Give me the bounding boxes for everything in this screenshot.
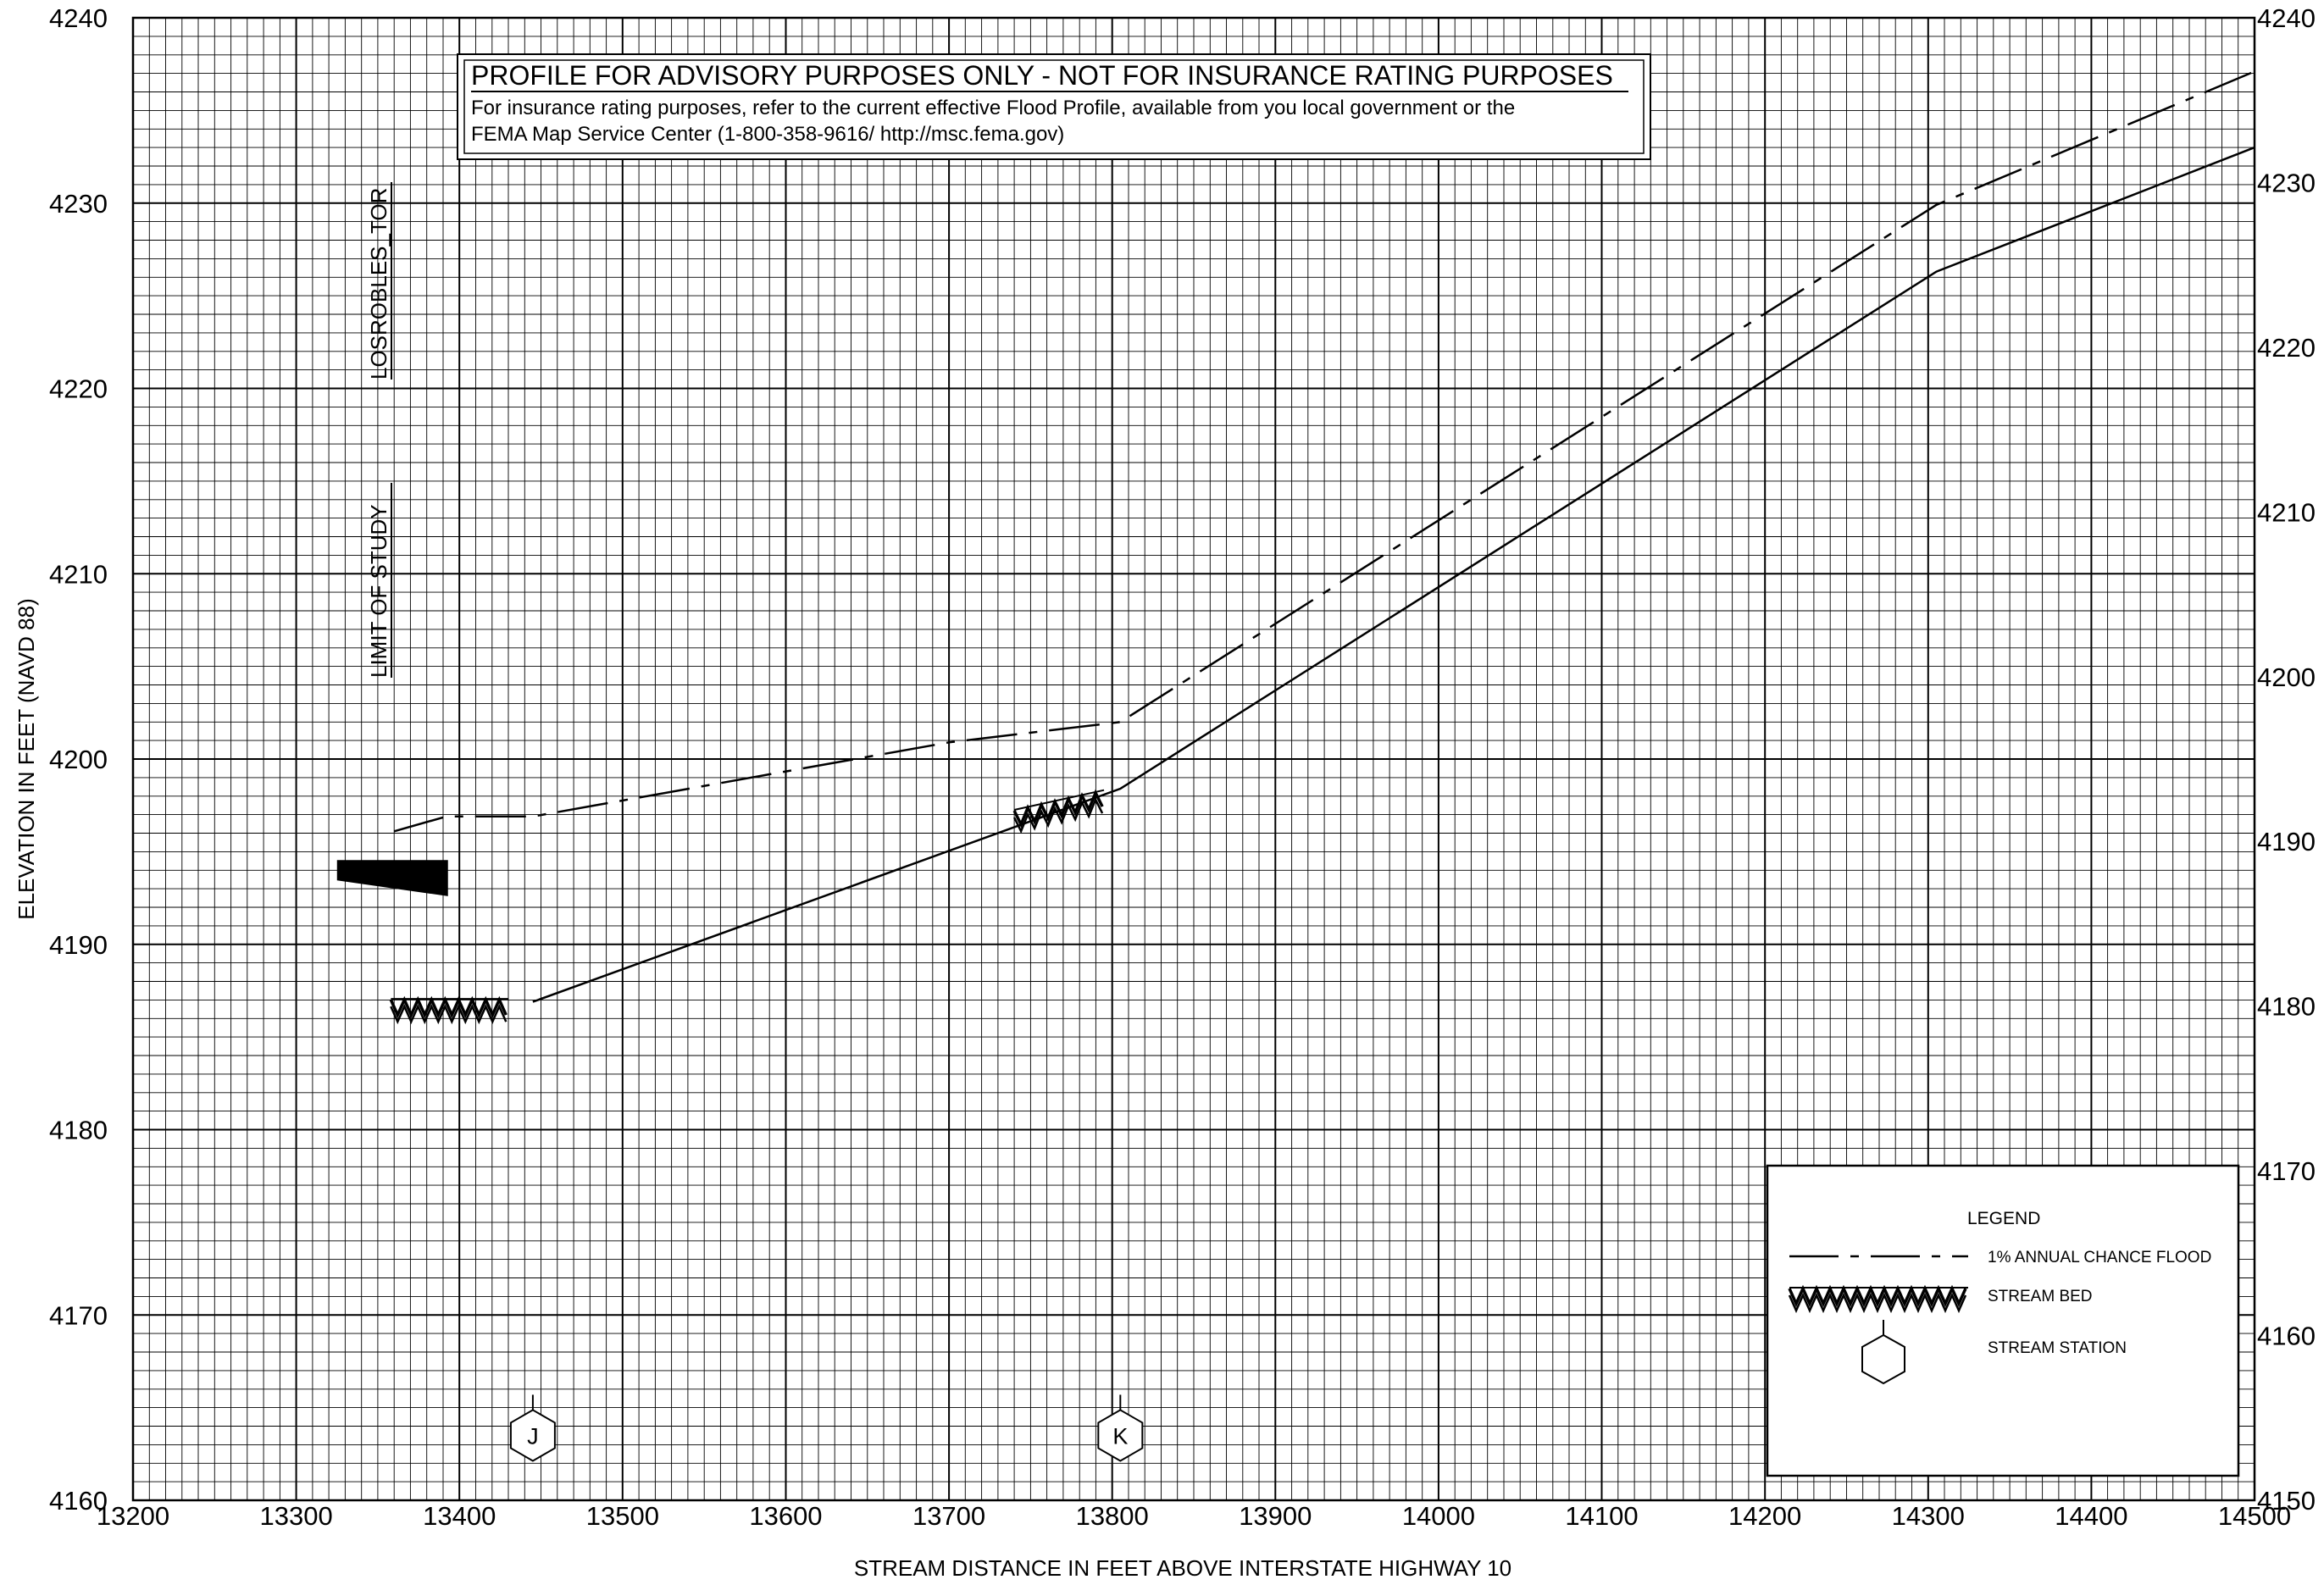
y-tick-label: 4160	[49, 1486, 108, 1516]
x-tick-label: 14400	[2055, 1501, 2127, 1531]
hatch-zigzag	[1012, 789, 1104, 829]
subtitle-line-2: FEMA Map Service Center (1-800-358-9616/…	[471, 123, 1064, 146]
right-y-tick-label: 4170	[2257, 1156, 2316, 1186]
stream-station-k: K	[1097, 1394, 1144, 1462]
x-tick-label: 13900	[1239, 1501, 1312, 1531]
y-tick-label: 4180	[49, 1116, 108, 1145]
bridge-structure	[336, 860, 448, 896]
x-tick-label: 13800	[1076, 1501, 1149, 1531]
legend-stream-bed-swatch	[1788, 1284, 1968, 1314]
legend-title: LEGEND	[1967, 1209, 2040, 1228]
stream-stations: JKL	[509, 1209, 1960, 1462]
right-y-tick-label: 4220	[2257, 333, 2316, 363]
x-tick-label: 13600	[749, 1501, 822, 1531]
right-y-tick-label: 4240	[2257, 3, 2316, 33]
losrobles-label: LOSROBLES_TOR	[366, 188, 391, 380]
legend-stream-station-label: STREAM STATION	[1988, 1339, 2127, 1357]
right-y-tick-label: 4180	[2257, 992, 2316, 1022]
hatch-zigzag	[1788, 1284, 1967, 1308]
stream-bed-hatch-2	[1012, 789, 1105, 834]
plot-frame	[131, 16, 2256, 1502]
stream-station-j: J	[509, 1394, 556, 1462]
y-tick-label: 4200	[49, 745, 108, 774]
x-tick-label: 14300	[1892, 1501, 1965, 1531]
right-y-tick-label: 4200	[2257, 662, 2316, 692]
x-tick-label: 14100	[1565, 1501, 1638, 1531]
y-tick-label: 4220	[49, 374, 108, 404]
right-y-tick-label: 4210	[2257, 497, 2316, 527]
hatch-zigzag	[389, 995, 508, 1019]
stream-bed-line	[532, 146, 2255, 1003]
station-hexagon	[1097, 1409, 1144, 1462]
x-axis-label: STREAM DISTANCE IN FEET ABOVE INTERSTATE…	[854, 1555, 1511, 1581]
legend-station-icon	[1861, 1320, 1905, 1385]
losrobles-annotation: LOSROBLES_TOR	[366, 182, 392, 380]
station-label: J	[527, 1423, 539, 1449]
y-tick-label: 4210	[49, 559, 108, 589]
major-grid-lines	[133, 18, 2255, 1500]
station-hexagon	[509, 1409, 556, 1462]
x-tick-label: 13700	[912, 1501, 985, 1531]
station-label: K	[1112, 1423, 1128, 1449]
major-grid	[133, 18, 2255, 1500]
limit-of-study-annotation: LIMIT OF STUDY	[366, 483, 392, 678]
y-axis-label: ELEVATION IN FEET (NAVD 88)	[14, 598, 39, 920]
y-tick-labels: 4160 4170 4180 4190 4200 4210 4220 4230 4240	[49, 3, 108, 1516]
y-tick-label: 4240	[49, 3, 108, 33]
x-tick-label: 14000	[1402, 1501, 1475, 1531]
legend-box	[1766, 1164, 2240, 1477]
x-tick-label: 14500	[2218, 1501, 2291, 1531]
hatch-zigzag	[1012, 796, 1104, 834]
right-y-tick-label: 4230	[2257, 168, 2316, 197]
legend-stream-bed-label: STREAM BED	[1988, 1288, 2093, 1305]
y-tick-label: 4170	[49, 1300, 108, 1330]
x-tick-label: 13300	[260, 1501, 333, 1531]
hatch-zigzag	[390, 1004, 508, 1025]
x-tick-label: 13200	[97, 1501, 169, 1531]
legend: LEGEND 1% ANNUAL CHANCE FLOOD STREAM BED…	[1766, 1164, 2240, 1477]
y-tick-label: 4230	[49, 189, 108, 219]
right-y-tick-label: 4160	[2257, 1322, 2316, 1351]
x-tick-labels: 13200 13300 13400 13500 13600 13700 13800 13900…	[97, 1501, 2291, 1531]
flood-1pct-line	[393, 70, 2255, 833]
right-y-tick-label: 4190	[2257, 827, 2316, 856]
right-y-tick-labels: 4150 4160 4170 4180 4190 4200 4210 4220 4230 4240	[2257, 3, 2316, 1516]
limit-of-study-label: LIMIT OF STUDY	[366, 504, 391, 678]
advisory-title-box: PROFILE FOR ADVISORY PURPOSES ONLY - NOT…	[457, 53, 1651, 160]
legend-flood-label: 1% ANNUAL CHANCE FLOOD	[1988, 1249, 2211, 1266]
x-tick-label: 13500	[586, 1501, 659, 1531]
hatch-top-line	[1013, 789, 1105, 811]
stream-bed-hatch-1	[389, 995, 509, 1025]
chart-title: PROFILE FOR ADVISORY PURPOSES ONLY - NOT…	[471, 60, 1613, 91]
x-tick-label: 14200	[1728, 1501, 1801, 1531]
x-tick-label: 13400	[423, 1501, 496, 1531]
subtitle-line-1: For insurance rating purposes, refer to …	[471, 97, 1515, 119]
hatch-zigzag	[1788, 1292, 1967, 1314]
right-y-tick-label: 4150	[2257, 1486, 2316, 1516]
y-tick-label: 4190	[49, 930, 108, 960]
